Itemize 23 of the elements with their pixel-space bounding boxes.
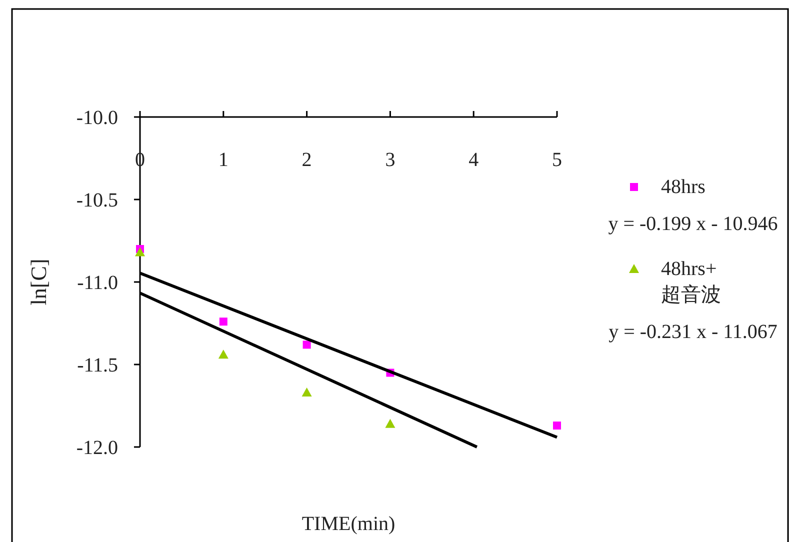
y-tick-label: -12.0 (76, 437, 118, 459)
text: y = -0.231 x - 11.067 (608, 321, 778, 343)
y-tick-label: -10.5 (76, 190, 118, 212)
x-tick-label: 1 (218, 149, 228, 171)
y-tick-label: -10.0 (76, 107, 118, 129)
y-tick-label: -11.5 (77, 354, 118, 376)
legend-label: 48hrs (661, 176, 706, 198)
point (302, 340, 311, 349)
x-tick-label: 2 (302, 149, 312, 171)
point (218, 350, 228, 359)
legend-label: 48hrs+ 超音波 (661, 258, 721, 306)
x-tick-label: 4 (468, 149, 479, 171)
x-tick-label: 3 (385, 149, 396, 171)
point (219, 318, 228, 326)
point (553, 422, 561, 430)
text: y = -0.199 x - 10.946 (608, 213, 778, 235)
point (302, 388, 312, 397)
point (385, 418, 396, 428)
y-tick-label: -11.0 (77, 272, 118, 294)
x-axis-title: TIME(min) (302, 513, 396, 535)
point (135, 247, 145, 256)
x-tick-label: 5 (552, 149, 562, 171)
y-axis-title: ln[C] (26, 258, 51, 306)
